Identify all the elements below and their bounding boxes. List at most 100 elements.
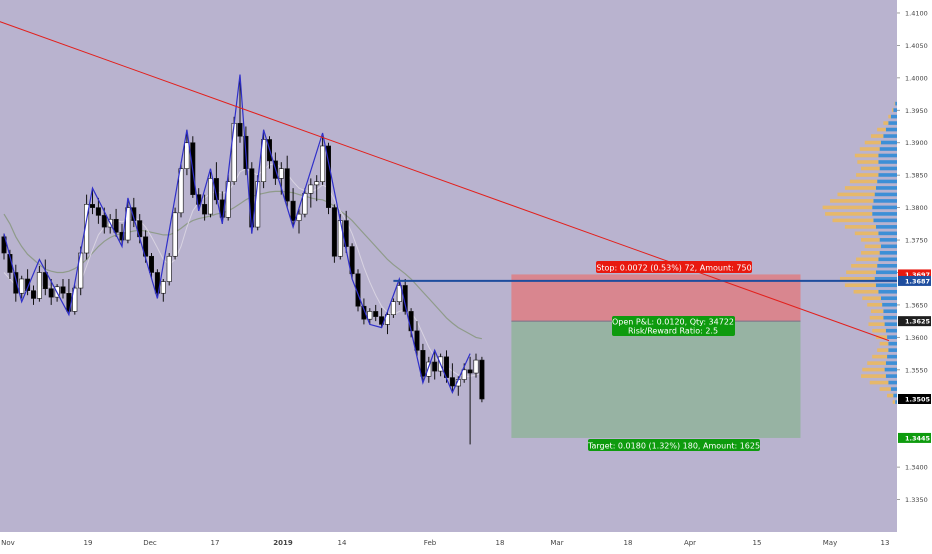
candle-body[interactable] bbox=[296, 213, 302, 221]
candle-body[interactable] bbox=[373, 311, 379, 317]
profile-bar-up bbox=[884, 367, 897, 372]
profile-bar-up bbox=[878, 289, 897, 294]
candle-body[interactable] bbox=[320, 145, 326, 182]
time-tick-label: Dec bbox=[143, 539, 157, 547]
candle-body[interactable] bbox=[25, 278, 31, 291]
profile-bar-down bbox=[877, 348, 889, 352]
position-tool[interactable] bbox=[511, 274, 801, 438]
candle-body[interactable] bbox=[314, 181, 320, 186]
profile-bar-down bbox=[837, 192, 875, 197]
candle-body[interactable] bbox=[13, 272, 19, 294]
candle-body[interactable] bbox=[325, 145, 331, 208]
profile-bar-up bbox=[885, 374, 897, 378]
trendline[interactable] bbox=[0, 0, 890, 342]
candle-body[interactable] bbox=[36, 272, 42, 299]
candle-body[interactable] bbox=[237, 122, 243, 137]
time-tick-label: Feb bbox=[424, 539, 437, 547]
candle-body[interactable] bbox=[119, 231, 125, 241]
profile-bar-down bbox=[861, 374, 886, 378]
candle-body[interactable] bbox=[95, 207, 101, 216]
stop-zone[interactable] bbox=[511, 274, 801, 322]
price-tag-label: 1.3445 bbox=[905, 434, 931, 442]
candle-body[interactable] bbox=[396, 285, 402, 302]
profile-bar-up bbox=[887, 335, 897, 339]
profile-bar-up bbox=[893, 393, 897, 398]
profile-bar-down bbox=[877, 127, 886, 132]
candle-body[interactable] bbox=[42, 272, 48, 290]
candle-body[interactable] bbox=[172, 212, 178, 257]
time-tick-label: 18 bbox=[624, 539, 633, 547]
candle-body[interactable] bbox=[402, 285, 408, 312]
candle-body[interactable] bbox=[461, 369, 467, 380]
candle-body[interactable] bbox=[426, 361, 432, 377]
candle-body[interactable] bbox=[479, 359, 485, 400]
candle-body[interactable] bbox=[284, 168, 290, 202]
candle-body[interactable] bbox=[225, 181, 231, 218]
candle-body[interactable] bbox=[125, 207, 131, 241]
profile-bar-down bbox=[825, 212, 873, 216]
candle-body[interactable] bbox=[166, 255, 172, 282]
profile-bar-down bbox=[854, 153, 879, 158]
candle-body[interactable] bbox=[101, 215, 107, 228]
price-tick-label: 1.3750 bbox=[905, 237, 928, 245]
candle-body[interactable] bbox=[213, 178, 219, 201]
candle-body[interactable] bbox=[420, 350, 426, 377]
time-tick-label: 17 bbox=[211, 539, 220, 547]
price-axis[interactable]: 1.4100 1.4050 1.4000 1.3950 1.3900 1.3850 1.38… bbox=[897, 9, 931, 504]
price-tick-label: 1.4100 bbox=[905, 9, 928, 17]
candle-body[interactable] bbox=[208, 178, 214, 215]
trendline-line[interactable] bbox=[0, 0, 890, 342]
time-tick-label: 2019 bbox=[273, 539, 293, 547]
candle-body[interactable] bbox=[308, 184, 314, 194]
candle-body[interactable] bbox=[467, 369, 473, 374]
candle-body[interactable] bbox=[473, 359, 479, 374]
candle-body[interactable] bbox=[414, 330, 420, 351]
candle-body[interactable] bbox=[149, 255, 155, 273]
time-tick-label: 14 bbox=[338, 539, 347, 547]
profile-bar-down bbox=[870, 309, 884, 314]
candle-body[interactable] bbox=[19, 278, 25, 294]
target-zone[interactable] bbox=[511, 321, 801, 438]
profile-bar-down bbox=[875, 335, 888, 339]
candle-body[interactable] bbox=[349, 246, 355, 275]
candle-body[interactable] bbox=[390, 301, 396, 315]
time-axis[interactable]: Nov 19 Dec 17 2019 14 Feb 18 Mar 18 Apr 15 May 13 bbox=[1, 539, 889, 547]
profile-bar-up bbox=[877, 179, 897, 184]
candle-body[interactable] bbox=[48, 288, 54, 298]
candle-body[interactable] bbox=[343, 220, 349, 247]
time-tick-label: 19 bbox=[84, 539, 93, 547]
candle-body[interactable] bbox=[90, 204, 96, 208]
candle-body[interactable] bbox=[160, 281, 166, 294]
candle-body[interactable] bbox=[113, 218, 119, 233]
candle-body[interactable] bbox=[278, 168, 284, 179]
profile-bar-down bbox=[857, 160, 879, 164]
candle-body[interactable] bbox=[131, 207, 137, 221]
profile-bar-up bbox=[877, 264, 897, 268]
candle-body[interactable] bbox=[30, 290, 36, 299]
candle-body[interactable] bbox=[178, 168, 184, 214]
candle-body[interactable] bbox=[202, 204, 208, 215]
time-tick-label: Apr bbox=[684, 539, 696, 547]
candle-body[interactable] bbox=[302, 193, 308, 215]
candle-body[interactable] bbox=[449, 377, 455, 387]
candle-body[interactable] bbox=[384, 314, 390, 325]
profile-bar-up bbox=[880, 296, 897, 301]
candle-body[interactable] bbox=[255, 181, 261, 228]
candle-body[interactable] bbox=[408, 311, 414, 332]
candle-body[interactable] bbox=[367, 311, 373, 320]
candle-body[interactable] bbox=[331, 207, 337, 257]
price-tag-label: 1.3697 bbox=[905, 271, 930, 279]
candle-body[interactable] bbox=[261, 139, 267, 182]
candle-body[interactable] bbox=[290, 200, 296, 221]
candle-body[interactable] bbox=[361, 305, 367, 320]
candle-body[interactable] bbox=[184, 142, 190, 169]
candle-body[interactable] bbox=[1, 236, 7, 254]
candle-body[interactable] bbox=[231, 122, 237, 182]
profile-bar-down bbox=[856, 257, 879, 262]
profile-bar-up bbox=[888, 348, 897, 352]
candle-body[interactable] bbox=[60, 286, 66, 294]
candle-body[interactable] bbox=[432, 361, 438, 372]
candle-body[interactable] bbox=[72, 287, 78, 312]
profile-bar-down bbox=[839, 276, 875, 281]
